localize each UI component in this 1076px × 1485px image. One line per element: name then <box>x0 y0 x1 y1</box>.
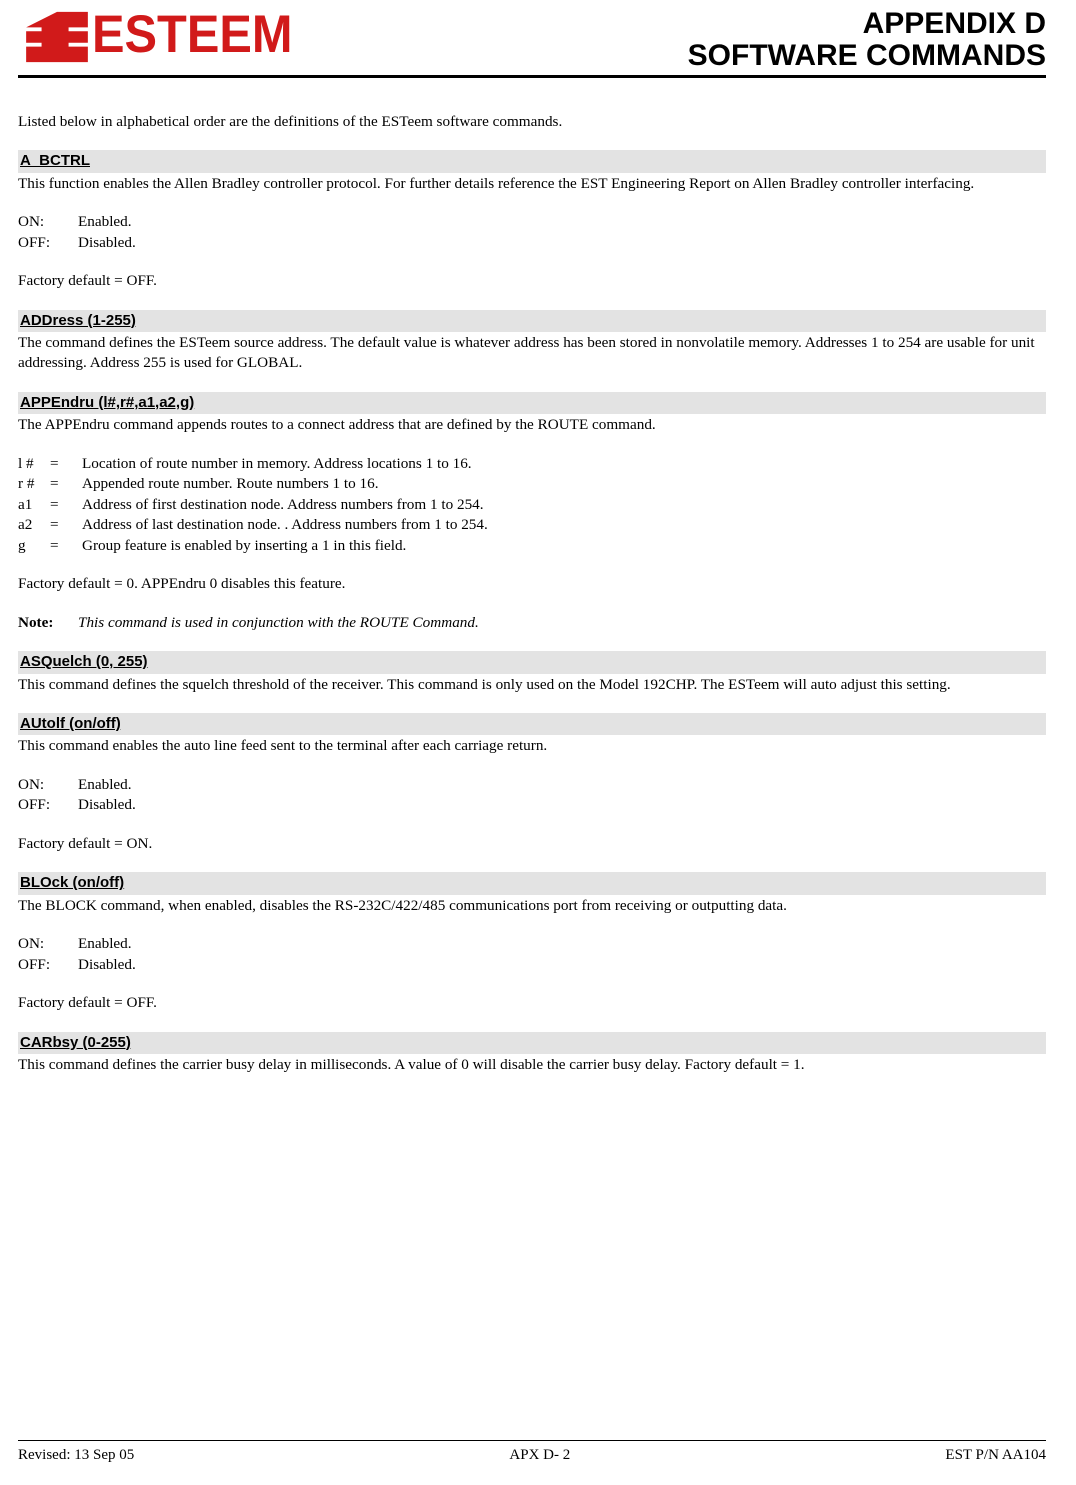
title-line-2: SOFTWARE COMMANDS <box>688 40 1046 72</box>
asquelch-header: ASQuelch (0, 255) <box>18 651 1046 673</box>
address-desc: The command defines the ESTeem source ad… <box>18 333 1046 374</box>
autolf-section: This command enables the auto line feed … <box>18 736 1046 854</box>
param-sym: l # <box>18 454 50 475</box>
page-header: ESTEEM APPENDIX D SOFTWARE COMMANDS <box>18 10 1046 78</box>
a-bctrl-default: Factory default = OFF. <box>18 271 1046 292</box>
page-title: APPENDIX D SOFTWARE COMMANDS <box>688 8 1046 73</box>
off-value: Disabled. <box>78 955 136 976</box>
on-label: ON: <box>18 775 78 796</box>
on-label: ON: <box>18 212 78 233</box>
carbsy-section: This command defines the carrier busy de… <box>18 1055 1046 1076</box>
appendru-params: l #=Location of route number in memory. … <box>18 454 1046 557</box>
on-value: Enabled. <box>78 212 132 233</box>
a-bctrl-header: A_BCTRL <box>18 150 1046 172</box>
param-eq: = <box>50 515 82 536</box>
appendru-desc: The APPEndru command appends routes to a… <box>18 415 1046 436</box>
param-eq: = <box>50 454 82 475</box>
off-label: OFF: <box>18 795 78 816</box>
note-label: Note: <box>18 613 78 634</box>
param-sym: r # <box>18 474 50 495</box>
block-default: Factory default = OFF. <box>18 993 1046 1014</box>
param-text: Address of first destination node. Addre… <box>82 495 484 516</box>
autolf-default: Factory default = ON. <box>18 834 1046 855</box>
off-value: Disabled. <box>78 233 136 254</box>
footer-center: APX D- 2 <box>509 1445 570 1465</box>
param-sym: a2 <box>18 515 50 536</box>
autolf-header: AUtolf (on/off) <box>18 713 1046 735</box>
asquelch-desc: This command defines the squelch thresho… <box>18 675 1046 696</box>
block-header: BLOck (on/off) <box>18 872 1046 894</box>
off-label: OFF: <box>18 955 78 976</box>
appendru-header: APPEndru (l#,r#,a1,a2,g) <box>18 392 1046 414</box>
logo-wordmark: ESTEEM <box>92 8 293 61</box>
a-bctrl-states: ON:Enabled. OFF:Disabled. <box>18 212 1046 253</box>
logo-block: ESTEEM <box>18 10 310 64</box>
param-text: Location of route number in memory. Addr… <box>82 454 472 475</box>
off-label: OFF: <box>18 233 78 254</box>
logo-icon <box>18 10 96 64</box>
intro-text: Listed below in alphabetical order are t… <box>18 112 1046 133</box>
appendru-default: Factory default = 0. APPEndru 0 disables… <box>18 574 1046 595</box>
appendru-note: Note: This command is used in conjunctio… <box>18 613 1046 634</box>
param-sym: g <box>18 536 50 557</box>
carbsy-header: CARbsy (0-255) <box>18 1032 1046 1054</box>
off-value: Disabled. <box>78 795 136 816</box>
param-sym: a1 <box>18 495 50 516</box>
block-desc: The BLOCK command, when enabled, disable… <box>18 896 1046 917</box>
param-text: Address of last destination node. . Addr… <box>82 515 488 536</box>
on-value: Enabled. <box>78 775 132 796</box>
block-states: ON:Enabled. OFF:Disabled. <box>18 934 1046 975</box>
on-label: ON: <box>18 934 78 955</box>
note-text: This command is used in conjunction with… <box>78 613 479 634</box>
block-section: The BLOCK command, when enabled, disable… <box>18 896 1046 1014</box>
param-text: Appended route number. Route numbers 1 t… <box>82 474 379 495</box>
footer-left: Revised: 13 Sep 05 <box>18 1445 134 1465</box>
param-text: Group feature is enabled by inserting a … <box>82 536 406 557</box>
param-eq: = <box>50 536 82 557</box>
a-bctrl-desc: This function enables the Allen Bradley … <box>18 174 1046 195</box>
appendru-section: The APPEndru command appends routes to a… <box>18 415 1046 633</box>
autolf-desc: This command enables the auto line feed … <box>18 736 1046 757</box>
page-footer: Revised: 13 Sep 05 APX D- 2 EST P/N AA10… <box>18 1440 1046 1465</box>
carbsy-desc: This command defines the carrier busy de… <box>18 1055 1046 1076</box>
autolf-states: ON:Enabled. OFF:Disabled. <box>18 775 1046 816</box>
a-bctrl-section: This function enables the Allen Bradley … <box>18 174 1046 292</box>
title-line-1: APPENDIX D <box>688 8 1046 40</box>
param-eq: = <box>50 495 82 516</box>
param-eq: = <box>50 474 82 495</box>
on-value: Enabled. <box>78 934 132 955</box>
footer-right: EST P/N AA104 <box>945 1445 1046 1465</box>
address-section: The command defines the ESTeem source ad… <box>18 333 1046 374</box>
asquelch-section: This command defines the squelch thresho… <box>18 675 1046 696</box>
address-header: ADDress (1-255) <box>18 310 1046 332</box>
